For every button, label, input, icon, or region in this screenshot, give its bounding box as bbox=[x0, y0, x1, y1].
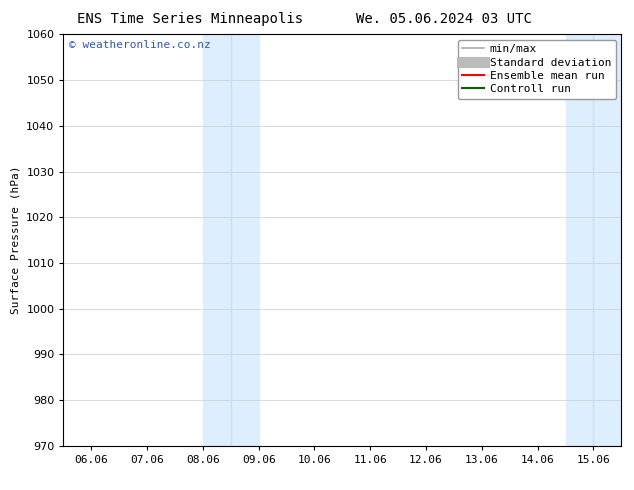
Text: © weatheronline.co.nz: © weatheronline.co.nz bbox=[69, 41, 210, 50]
Y-axis label: Surface Pressure (hPa): Surface Pressure (hPa) bbox=[11, 166, 21, 315]
Bar bbox=[203, 34, 259, 446]
Text: ENS Time Series Minneapolis: ENS Time Series Minneapolis bbox=[77, 12, 303, 26]
Bar bbox=[566, 34, 621, 446]
Text: We. 05.06.2024 03 UTC: We. 05.06.2024 03 UTC bbox=[356, 12, 532, 26]
Legend: min/max, Standard deviation, Ensemble mean run, Controll run: min/max, Standard deviation, Ensemble me… bbox=[458, 40, 616, 99]
